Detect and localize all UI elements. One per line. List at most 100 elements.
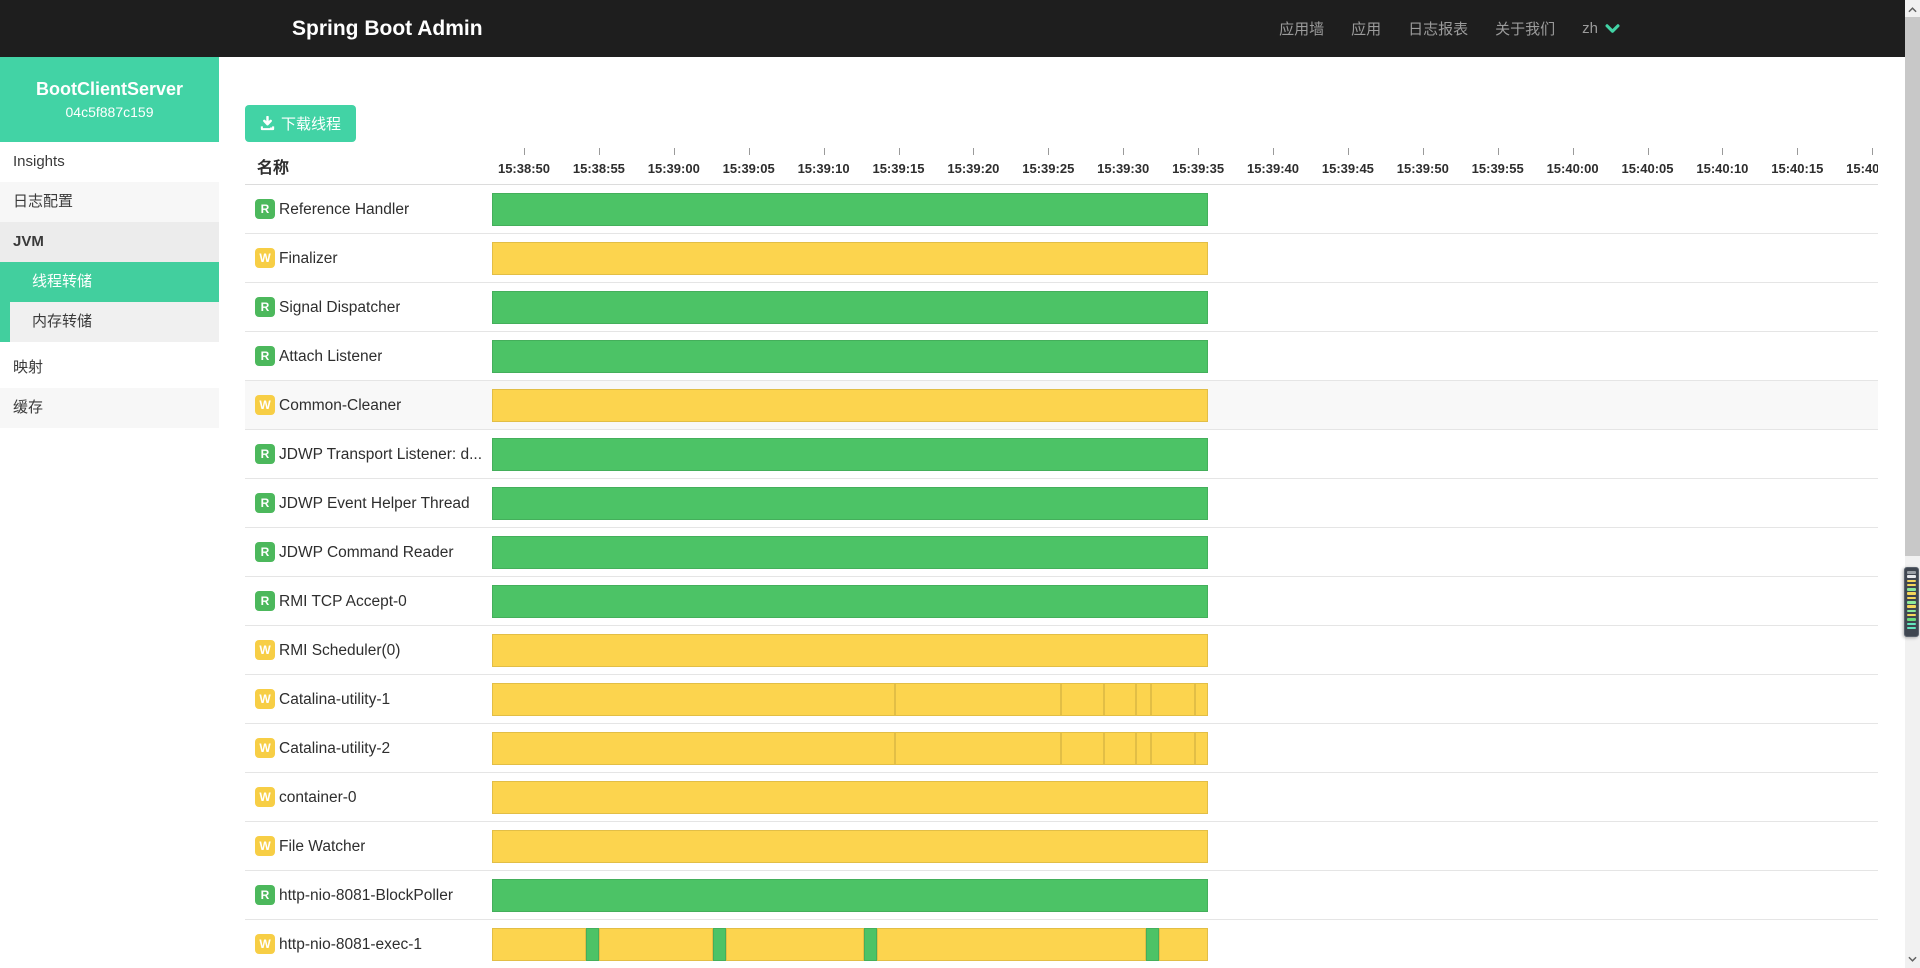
waiting-segment	[1195, 683, 1208, 716]
thread-row[interactable]: R JDWP Transport Listener: d...	[245, 430, 1878, 479]
sidebar-item-caches[interactable]: 缓存	[0, 388, 219, 428]
thread-state-badge: W	[255, 738, 275, 758]
thread-timeline-bar[interactable]	[492, 291, 1208, 324]
tick-mark	[673, 148, 675, 155]
thread-row[interactable]: W container-0	[245, 773, 1878, 822]
thread-name: RMI TCP Accept-0	[279, 593, 407, 610]
thread-timeline-bar[interactable]	[492, 634, 1208, 667]
instance-id: 04c5f887c159	[65, 104, 154, 120]
thread-name: container-0	[279, 789, 357, 806]
thread-timeline-bar[interactable]	[492, 683, 1208, 716]
minimap-stripe	[1907, 571, 1916, 574]
thread-timeline-bar[interactable]	[492, 389, 1208, 422]
jvm-submenu: 线程转储 内存转储	[0, 262, 219, 342]
tick-mark	[1572, 148, 1574, 155]
sidebar-item-mappings[interactable]: 映射	[13, 359, 44, 376]
thread-timeline-bar[interactable]	[492, 781, 1208, 814]
sidebar-item-memory-dump[interactable]: 内存转储	[0, 302, 219, 342]
thread-timeline-bar[interactable]	[492, 487, 1208, 520]
time-tick-label: 15:39:40	[1233, 148, 1313, 176]
thread-state-badge: W	[255, 836, 275, 856]
thread-row[interactable]: R Reference Handler	[245, 185, 1878, 234]
thread-timeline-bar[interactable]	[492, 340, 1208, 373]
tick-mark	[1497, 148, 1499, 155]
thread-row[interactable]: R Signal Dispatcher	[245, 283, 1878, 332]
tick-mark	[1722, 148, 1724, 155]
tick-mark	[973, 148, 975, 155]
nav-link-wallboard[interactable]: 应用墙	[1279, 21, 1325, 38]
tick-mark	[1797, 148, 1799, 155]
thread-name: JDWP Event Helper Thread	[279, 495, 470, 512]
sidebar-item-thread-dump[interactable]: 线程转储	[0, 262, 219, 302]
thread-timeline-bar[interactable]	[492, 193, 1208, 226]
minimap-stripe	[1907, 601, 1916, 604]
thread-row[interactable]: W Catalina-utility-2	[245, 724, 1878, 773]
runnable-segment	[492, 585, 1208, 618]
thread-row[interactable]: W RMI Scheduler(0)	[245, 626, 1878, 675]
scrollbar-down-arrow[interactable]	[1905, 951, 1920, 966]
minimap-stripe	[1907, 613, 1916, 617]
thread-row[interactable]: R RMI TCP Accept-0	[245, 577, 1878, 626]
tick-mark	[1422, 148, 1424, 155]
thread-timeline-bar[interactable]	[492, 830, 1208, 863]
tick-mark	[748, 148, 750, 155]
scrollbar-up-arrow[interactable]	[1905, 2, 1920, 17]
tick-mark	[1347, 148, 1349, 155]
waiting-segment	[1158, 928, 1208, 961]
vertical-scrollbar[interactable]	[1904, 0, 1920, 968]
waiting-segment	[492, 389, 1208, 422]
time-tick-label: 15:39:30	[1083, 148, 1163, 176]
tick-mark	[1647, 148, 1649, 155]
thread-name: Finalizer	[279, 250, 338, 267]
minimap-stripe	[1907, 622, 1916, 626]
scrollbar-thumb[interactable]	[1905, 17, 1920, 556]
minimap-stripe	[1907, 609, 1916, 613]
time-tick-label: 15:38:55	[559, 148, 639, 176]
thread-row[interactable]: R JDWP Event Helper Thread	[245, 479, 1878, 528]
time-tick-label: 15:39:45	[1308, 148, 1388, 176]
sidebar-item-jvm[interactable]: JVM	[0, 222, 219, 262]
minimap-stripe	[1907, 596, 1916, 600]
thread-row[interactable]: W File Watcher	[245, 822, 1878, 871]
language-dropdown[interactable]: zh	[1582, 20, 1620, 37]
thread-timeline-bar[interactable]	[492, 879, 1208, 912]
waiting-segment	[598, 928, 714, 961]
thread-name: Reference Handler	[279, 201, 410, 218]
time-tick-label: 15:39:05	[709, 148, 789, 176]
thread-name: JDWP Command Reader	[279, 544, 454, 561]
time-tick-label: 15:39:50	[1383, 148, 1463, 176]
thread-timeline-bar[interactable]	[492, 242, 1208, 275]
time-tick-label: 15:39:10	[784, 148, 864, 176]
thread-row[interactable]: W Finalizer	[245, 234, 1878, 283]
runnable-segment	[492, 536, 1208, 569]
thread-name: RMI Scheduler(0)	[279, 642, 401, 659]
time-tick-label: 15:40:15	[1757, 148, 1837, 176]
nav-link-applications[interactable]: 应用	[1351, 21, 1382, 38]
waiting-segment	[1136, 683, 1151, 716]
thread-timeline-bar[interactable]	[492, 928, 1208, 961]
thread-row[interactable]: W Catalina-utility-1	[245, 675, 1878, 724]
download-threads-button[interactable]: 下载线程	[245, 105, 357, 142]
thread-row[interactable]: R http-nio-8081-BlockPoller	[245, 871, 1878, 920]
main-content: 下载线程 名称 15:38:50 15:38:55 15:39:00 15:39…	[219, 57, 1905, 968]
thread-row[interactable]: R Attach Listener	[245, 332, 1878, 381]
thread-row[interactable]: R JDWP Command Reader	[245, 528, 1878, 577]
thread-timeline-bar[interactable]	[492, 536, 1208, 569]
sidebar-item-insights[interactable]: Insights	[13, 153, 65, 170]
thread-timeline-bar[interactable]	[492, 585, 1208, 618]
waiting-segment	[492, 683, 896, 716]
chevron-down-icon	[1605, 23, 1620, 33]
thread-timeline-bar[interactable]	[492, 438, 1208, 471]
sidebar-item-log-config[interactable]: 日志配置	[0, 182, 219, 222]
nav-link-journal[interactable]: 日志报表	[1408, 21, 1469, 38]
thread-row[interactable]: W http-nio-8081-exec-1	[245, 920, 1878, 968]
name-column-header: 名称	[257, 160, 290, 177]
nav-link-about[interactable]: 关于我们	[1495, 21, 1556, 38]
tick-mark	[1048, 148, 1050, 155]
scroll-minimap-widget[interactable]	[1904, 567, 1919, 637]
thread-timeline-bar[interactable]	[492, 732, 1208, 765]
minimap-stripe	[1907, 592, 1916, 595]
time-tick-label: 15:40:20	[1832, 148, 1878, 176]
runnable-segment	[492, 193, 1208, 226]
thread-row[interactable]: W Common-Cleaner	[245, 381, 1878, 430]
